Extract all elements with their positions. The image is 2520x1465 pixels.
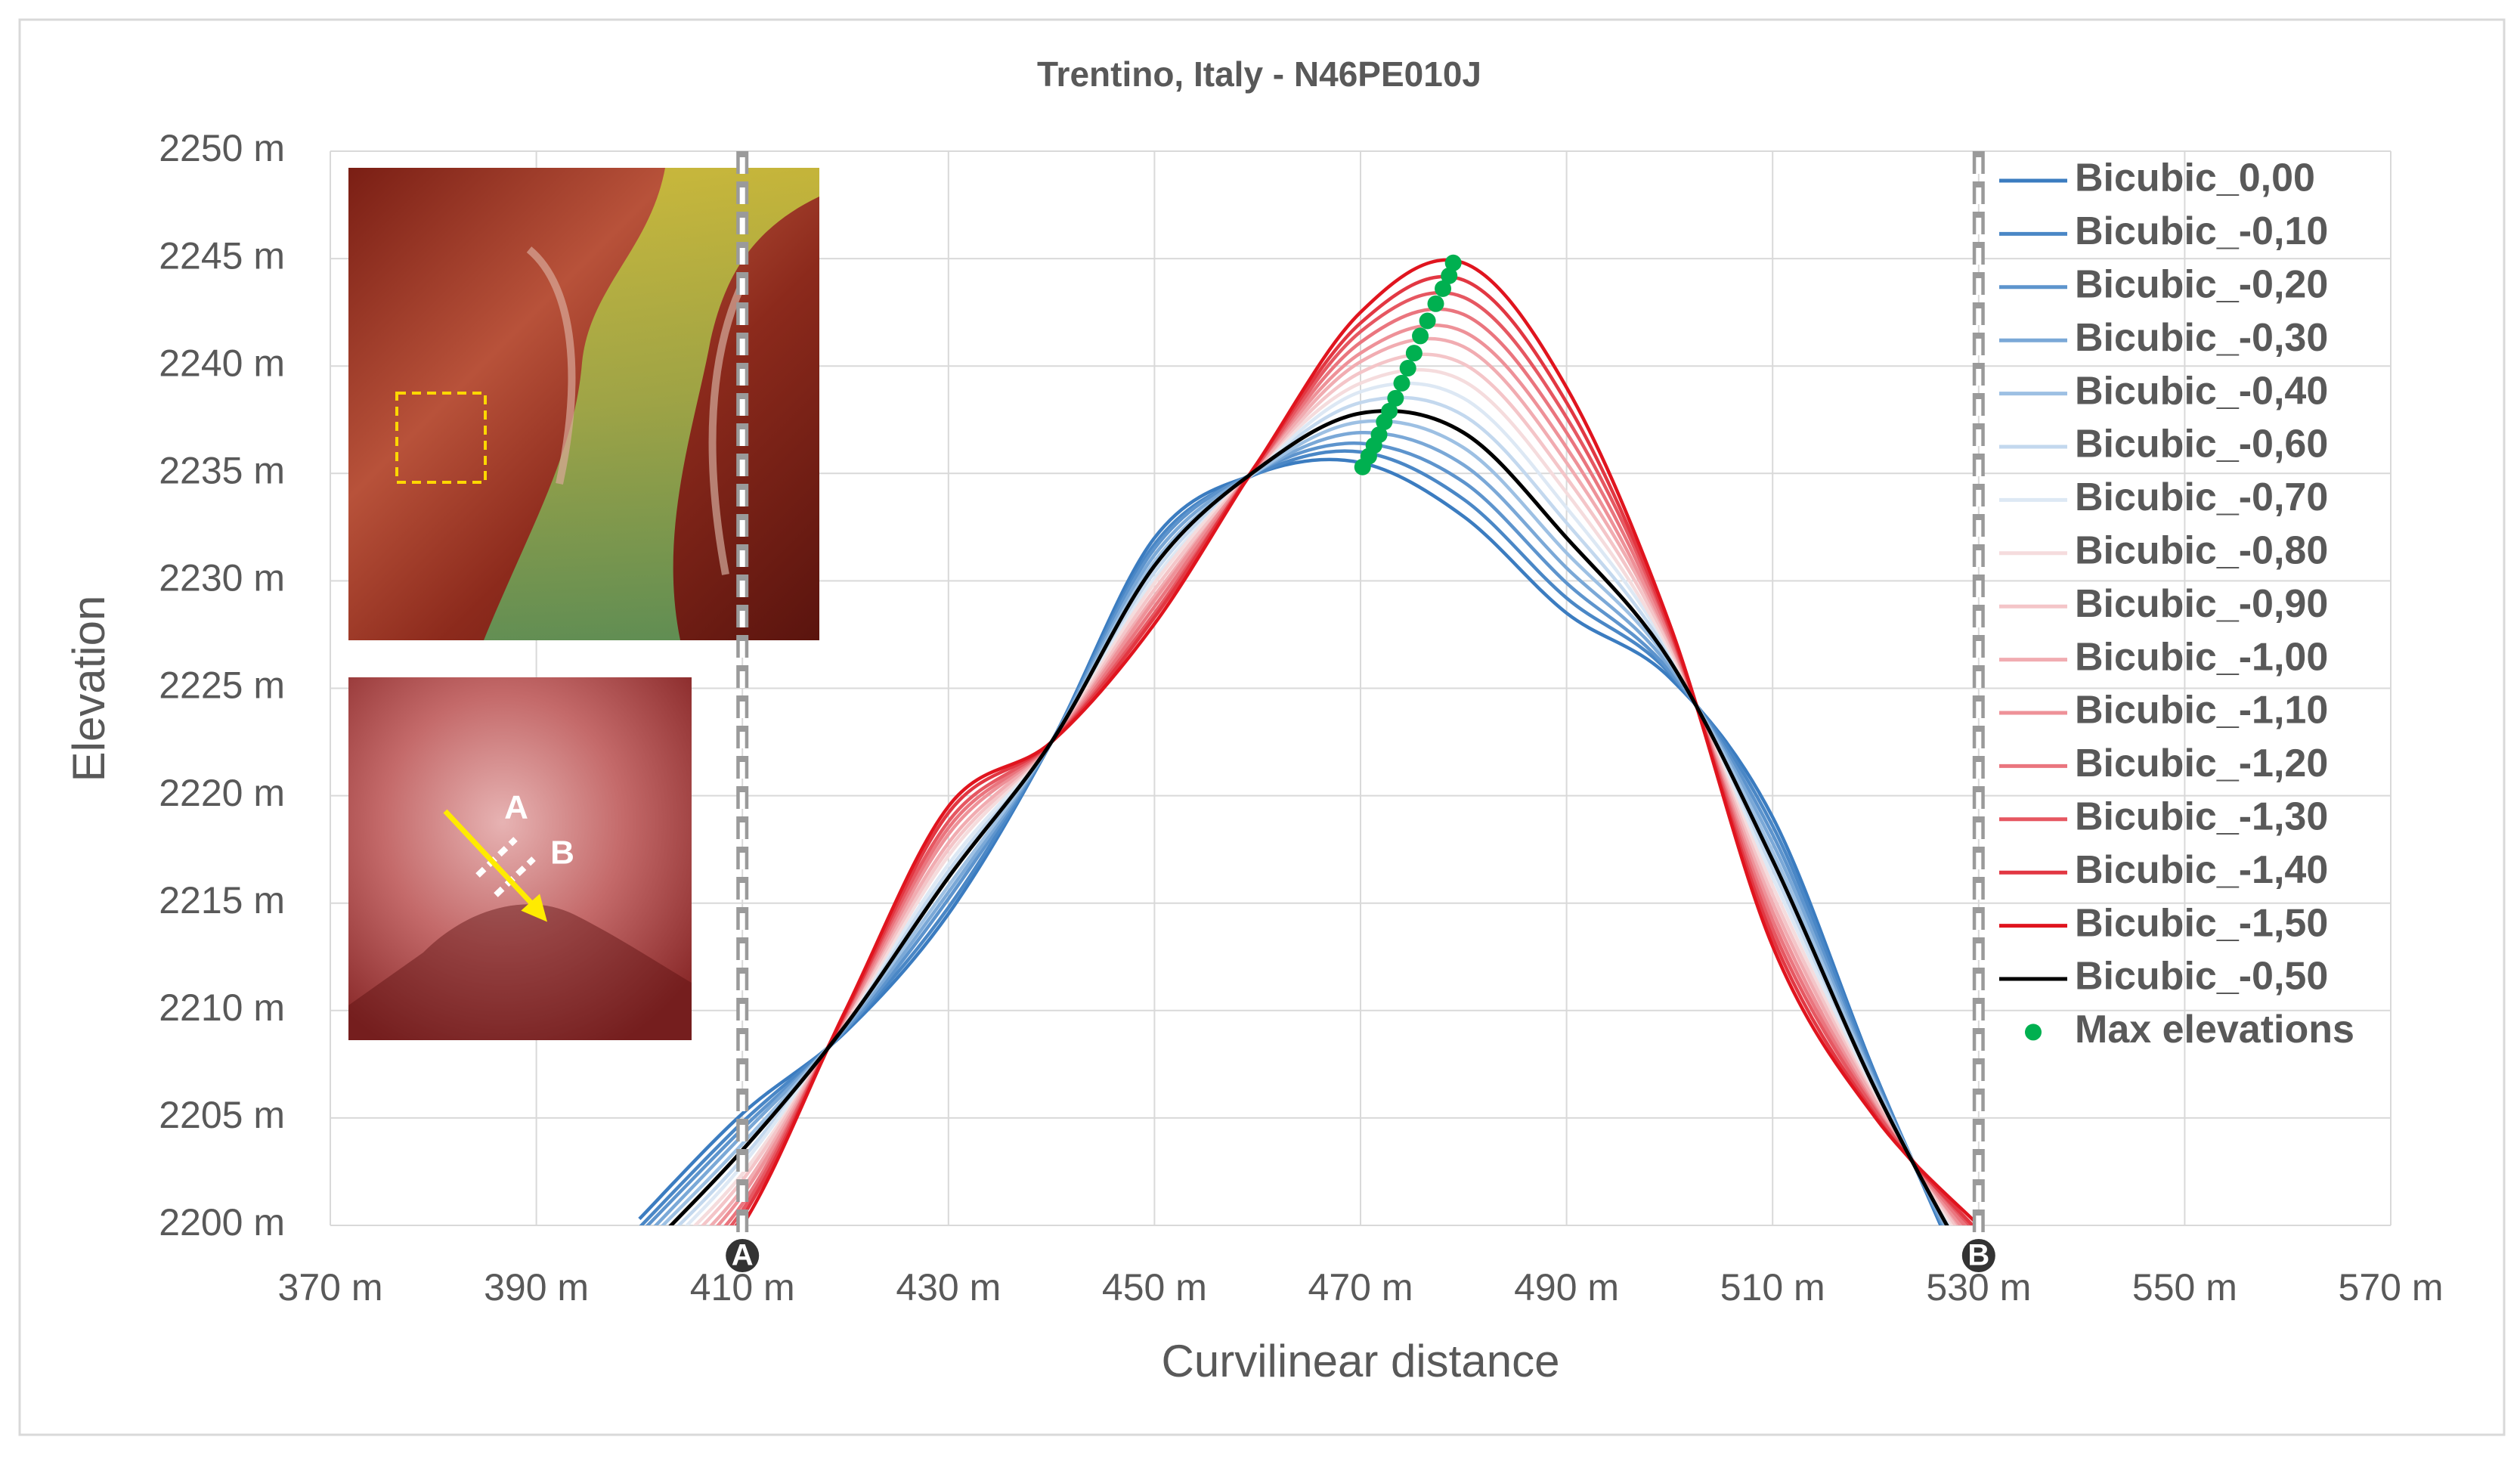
y-tick-label: 2250 m (159, 127, 285, 169)
legend-label: Bicubic_-0,20 (2075, 263, 2328, 307)
series-line (676, 395, 1952, 1225)
section-marker-badge (1961, 1239, 1995, 1272)
legend-label: Bicubic_-0,80 (2075, 529, 2328, 573)
legend-label: Bicubic_0,00 (2075, 156, 2315, 200)
max-elevation-point (1381, 402, 1398, 420)
series-line (638, 457, 1943, 1225)
legend-label: Bicubic_-0,10 (2075, 209, 2328, 253)
x-tick-label: 550 m (2132, 1266, 2237, 1309)
overview-inset (348, 168, 819, 640)
legend-swatch (2025, 1024, 2042, 1041)
legend-label: Bicubic_-1,20 (2075, 742, 2328, 785)
y-tick-label: 2245 m (159, 234, 285, 277)
legend-label: Max elevations (2075, 1008, 2354, 1052)
legend-label: Bicubic_-1,00 (2075, 635, 2328, 679)
section-marker-label: A (732, 1239, 754, 1272)
x-tick-label: 510 m (1720, 1266, 1825, 1309)
x-tick-label: 370 m (278, 1266, 383, 1309)
x-tick-label: 570 m (2339, 1266, 2444, 1309)
max-elevation-point (1444, 254, 1462, 271)
max-elevation-point (1399, 360, 1416, 377)
max-elevation-point (1405, 345, 1423, 362)
max-elevation-point (1370, 426, 1388, 444)
x-tick-label: 390 m (484, 1266, 589, 1309)
inset-label: A (504, 789, 528, 826)
legend-label: Bicubic_-1,50 (2075, 901, 2328, 945)
legend: Bicubic_0,00 Bicubic_-0,10 Bicubic_-0,20 Bi… (1999, 156, 2354, 1052)
max-elevation-point (1435, 280, 1452, 297)
y-tick-label: 2220 m (159, 772, 285, 814)
series-line (639, 449, 1944, 1225)
x-axis-title: Curvilinear distance (1162, 1336, 1560, 1386)
max-elevation-point (1387, 389, 1404, 407)
max-elevation-point (1441, 267, 1458, 284)
max-elevation-point (1393, 374, 1410, 392)
legend-label: Bicubic_-0,30 (2075, 316, 2328, 360)
series-line (740, 258, 1980, 1225)
x-tick-label: 450 m (1102, 1266, 1207, 1309)
series-line (653, 431, 1946, 1225)
y-axis-title: Elevation (63, 596, 114, 782)
x-tick-label: 430 m (896, 1266, 1001, 1309)
y-tick-label: 2225 m (159, 664, 285, 707)
legend-label: Bicubic_-0,60 (2075, 423, 2328, 466)
chart-title: Trentino, Italy - N46PE010J (1037, 54, 1481, 94)
series-line (645, 441, 1945, 1225)
y-tick-label: 2240 m (159, 342, 285, 384)
legend-label: Bicubic_-1,10 (2075, 689, 2328, 732)
max-elevation-point (1412, 327, 1429, 345)
legend-label: Bicubic_-1,30 (2075, 795, 2328, 839)
zoom-inset: A B (348, 677, 692, 1040)
y-tick-label: 2200 m (159, 1201, 285, 1244)
section-marker-label: B (1967, 1239, 1989, 1272)
series-line (668, 409, 1949, 1225)
x-tick-label: 490 m (1514, 1266, 1619, 1309)
legend-label: Bicubic_-0,90 (2075, 582, 2328, 626)
y-tick-label: 2215 m (159, 879, 285, 921)
y-tick-label: 2235 m (159, 450, 285, 492)
section-marker-badge (726, 1239, 760, 1272)
legend-label: Bicubic_-0,70 (2075, 475, 2328, 519)
y-tick-label: 2210 m (159, 986, 285, 1029)
y-tick-label: 2205 m (159, 1094, 285, 1136)
legend-label: Bicubic_-0,50 (2075, 955, 2328, 999)
x-tick-label: 410 m (690, 1266, 795, 1309)
x-tick-label: 530 m (1926, 1266, 2031, 1309)
series-line (692, 367, 1955, 1225)
plot-area (638, 254, 1980, 1225)
x-tick-label: 470 m (1308, 1266, 1413, 1309)
max-elevation-point (1419, 312, 1436, 330)
legend-label: Bicubic_-1,40 (2075, 848, 2328, 892)
y-tick-label: 2230 m (159, 557, 285, 599)
legend-label: Bicubic_-0,40 (2075, 369, 2328, 413)
inset-label: B (550, 835, 574, 872)
max-elevation-point (1427, 295, 1444, 312)
